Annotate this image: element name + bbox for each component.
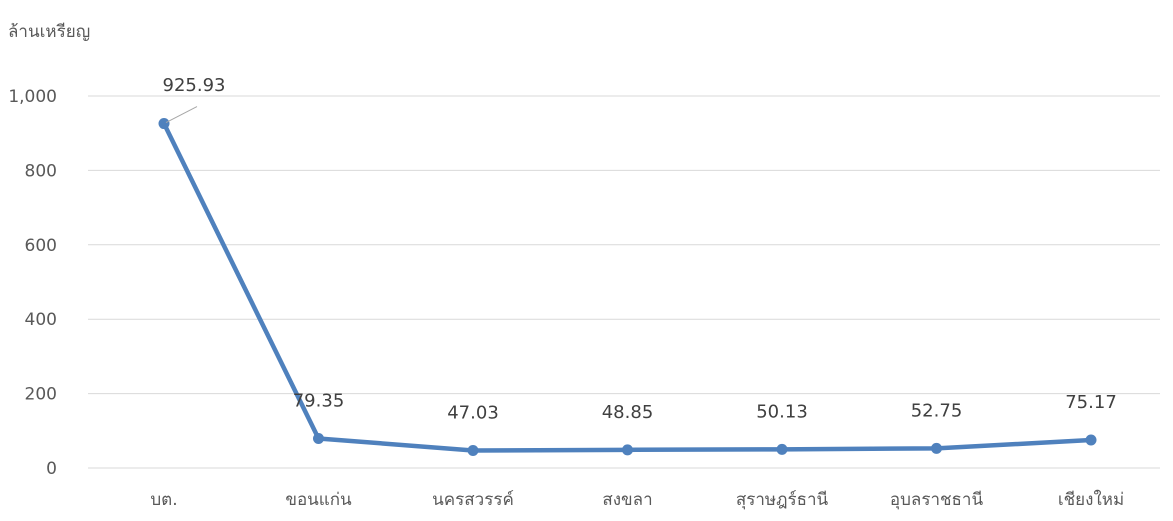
data-point: [776, 443, 788, 455]
data-label: 925.93: [163, 75, 226, 96]
data-label: 50.13: [756, 401, 808, 422]
data-label: 75.17: [1065, 392, 1117, 413]
data-label: 79.35: [293, 390, 345, 411]
data-label: 47.03: [447, 403, 499, 424]
data-point: [158, 118, 170, 130]
data-label: 52.75: [911, 400, 963, 421]
y-tick-label: 1,000: [8, 87, 57, 107]
y-axis-unit-label: ล้านเหรียญ: [8, 22, 91, 42]
gridlines: [88, 95, 1160, 469]
y-tick-label: 0: [46, 459, 57, 479]
x-category-label: บต.: [150, 490, 177, 510]
data-labels: 925.93 79.35 47.03 48.85 50.13 52.75 75.17: [163, 75, 1117, 424]
x-category-label: สงขลา: [602, 490, 652, 510]
data-point: [1085, 434, 1097, 446]
x-category-label: เชียงใหม่: [1058, 489, 1124, 510]
x-category-label: นครสวรรค์: [432, 490, 514, 510]
y-tick-label: 400: [25, 310, 57, 330]
data-point: [467, 445, 479, 457]
y-tick-label: 600: [25, 236, 57, 256]
x-axis-categories: บต. ขอนแก่น นครสวรรค์ สงขลา สุราษฎร์ธานี อุบล…: [150, 489, 1124, 510]
data-point: [931, 442, 942, 454]
data-point: [622, 444, 633, 456]
label-leader-line: [165, 106, 198, 123]
y-tick-label: 200: [25, 385, 57, 405]
x-category-label: สุราษฎร์ธานี: [736, 490, 829, 510]
x-category-label: อุบลราชธานี: [890, 490, 984, 510]
y-axis-ticks: 0 200 400 600 800 1,000: [8, 87, 57, 479]
data-points: [158, 118, 1097, 457]
data-point: [313, 432, 324, 444]
y-tick-label: 800: [25, 161, 57, 181]
data-label: 48.85: [602, 402, 654, 423]
x-category-label: ขอนแก่น: [285, 490, 352, 510]
